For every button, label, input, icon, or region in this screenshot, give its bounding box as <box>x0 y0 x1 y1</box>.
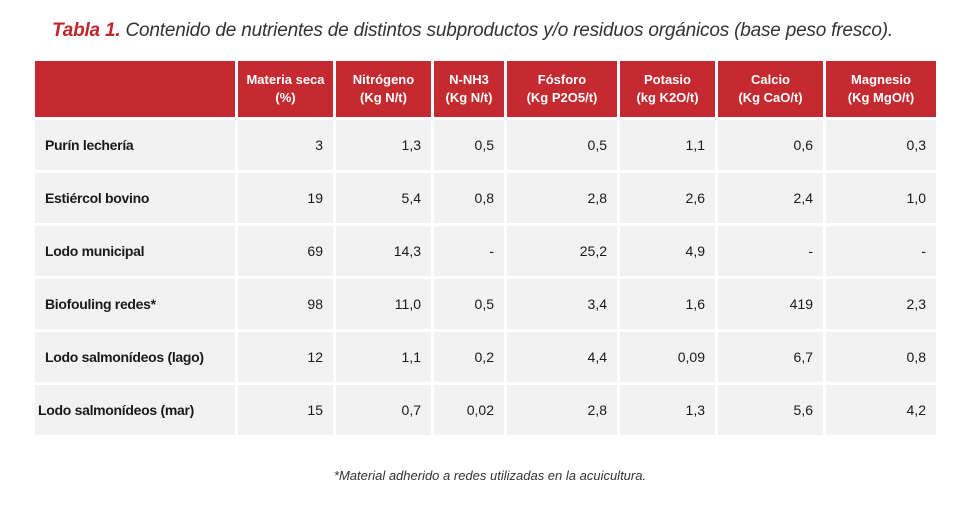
table-cell: - <box>826 226 936 276</box>
table-cell: 0,02 <box>434 385 504 435</box>
row-label: Estiércol bovino <box>35 173 235 223</box>
nutrient-table: Materia seca (%) Nitrógeno (Kg N/t) N-NH3(… <box>32 58 939 438</box>
header-row: Materia seca (%) Nitrógeno (Kg N/t) N-NH3(… <box>35 61 936 117</box>
table-cell: 1,3 <box>336 120 431 170</box>
table-cell: 5,4 <box>336 173 431 223</box>
header-cell: Magnesio (Kg MgO/t) <box>826 61 936 117</box>
table-cell: 0,8 <box>826 332 936 382</box>
table-row: Lodo salmonídeos (lago) 12 1,1 0,2 4,4 0… <box>35 332 936 382</box>
table-cell: 1,0 <box>826 173 936 223</box>
header-cell <box>35 61 235 117</box>
table-cell: 12 <box>238 332 333 382</box>
table-cell: 0,5 <box>434 120 504 170</box>
row-label: Purín lechería <box>35 120 235 170</box>
row-label: Biofouling redes* <box>35 279 235 329</box>
table-row: Lodo municipal 69 14,3 - 25,2 4,9 - - <box>35 226 936 276</box>
table-cell: 0,3 <box>826 120 936 170</box>
table-cell: 6,7 <box>718 332 823 382</box>
table-cell: 2,8 <box>507 385 617 435</box>
table-cell: 19 <box>238 173 333 223</box>
table-cell: 0,8 <box>434 173 504 223</box>
table-cell: - <box>434 226 504 276</box>
table-cell: 0,09 <box>620 332 715 382</box>
table-row: Biofouling redes* 98 11,0 0,5 3,4 1,6 41… <box>35 279 936 329</box>
table-row: Lodo salmonídeos (mar) 15 0,7 0,02 2,8 1… <box>35 385 936 435</box>
table-cell: 0,2 <box>434 332 504 382</box>
table-caption: Tabla 1. Contenido de nutrientes de dist… <box>52 20 952 42</box>
table-cell: 2,4 <box>718 173 823 223</box>
table-cell: 15 <box>238 385 333 435</box>
table-cell: 98 <box>238 279 333 329</box>
table-cell: 4,4 <box>507 332 617 382</box>
table-cell: 0,5 <box>507 120 617 170</box>
table-cell: 4,9 <box>620 226 715 276</box>
table-cell: 69 <box>238 226 333 276</box>
table-cell: 0,6 <box>718 120 823 170</box>
table-cell: 2,8 <box>507 173 617 223</box>
row-label: Lodo municipal <box>35 226 235 276</box>
table-cell: 2,3 <box>826 279 936 329</box>
table-cell: 0,5 <box>434 279 504 329</box>
table-cell: 1,1 <box>620 120 715 170</box>
table-cell: 5,6 <box>718 385 823 435</box>
table-cell: 3,4 <box>507 279 617 329</box>
table-cell: - <box>718 226 823 276</box>
caption-text: Contenido de nutrientes de distintos sub… <box>120 20 894 41</box>
table-cell: 4,2 <box>826 385 936 435</box>
table-cell: 419 <box>718 279 823 329</box>
table-cell: 0,7 <box>336 385 431 435</box>
row-label: Lodo salmonídeos (lago) <box>35 332 235 382</box>
header-cell: Nitrógeno (Kg N/t) <box>336 61 431 117</box>
header-cell: Potasio (kg K2O/t) <box>620 61 715 117</box>
table-cell: 1,3 <box>620 385 715 435</box>
header-cell: Calcio (Kg CaO/t) <box>718 61 823 117</box>
table-cell: 1,1 <box>336 332 431 382</box>
header-cell: N-NH3 (Kg N/t) <box>434 61 504 117</box>
table-cell: 14,3 <box>336 226 431 276</box>
row-label: Lodo salmonídeos (mar) <box>35 385 235 435</box>
header-cell: Materia seca (%) <box>238 61 333 117</box>
footnote: *Material adherido a redes utilizadas en… <box>333 468 647 483</box>
table-row: Estiércol bovino 19 5,4 0,8 2,8 2,6 2,4 … <box>35 173 936 223</box>
table-cell: 2,6 <box>620 173 715 223</box>
table-cell: 11,0 <box>336 279 431 329</box>
header-cell: Fósforo (Kg P2O5/t) <box>507 61 617 117</box>
table-cell: 3 <box>238 120 333 170</box>
table-cell: 25,2 <box>507 226 617 276</box>
table-row: Purín lechería 3 1,3 0,5 0,5 1,1 0,6 0,3 <box>35 120 936 170</box>
table-cell: 1,6 <box>620 279 715 329</box>
caption-lead: Tabla 1. <box>52 20 121 41</box>
